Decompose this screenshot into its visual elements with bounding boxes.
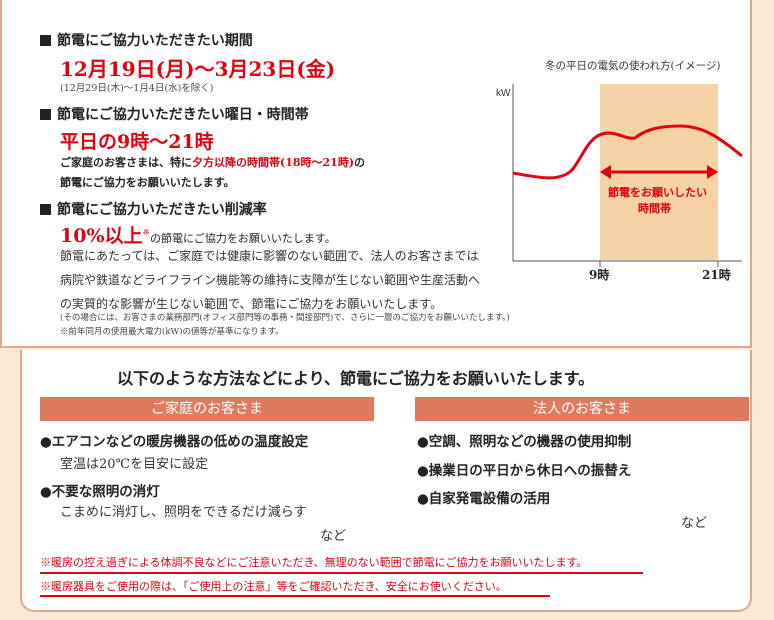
home-item-2: ●不要な照明の消灯 [40,484,160,500]
home-item-2-sub: こまめに消灯し、照明をできるだけ減らす [60,505,307,520]
chart-tick-21-label: 21時 [702,268,731,282]
corp-banner: 法人のお客さま [415,397,749,421]
chart-highlight-label-2: 時間帯 [638,202,671,215]
hours-desc-line2: 節電にご協力をお願いいたします。 [60,176,235,189]
hours-heading: 節電にご協力いただきたい曜日・時間帯 [40,104,309,124]
caution-note-2: ※暖房器具をご使用の際は、「ご使用上の注意」等をご確認いただき、安全にお使いくだ… [40,580,507,593]
chart-tick-9-label: 9時 [589,268,610,282]
reduction-mark: ※ [142,228,151,239]
caution-underline-2 [40,595,550,597]
period-heading-text: 節電にご協力いただきたい期間 [57,33,253,49]
reduction-body: 節電にあたっては、ご家庭では健康に影響のない範囲で、法人のお客さまでは病院や鉄道… [60,249,481,311]
hours-value: 平日の9時～21時 [60,131,214,153]
chart-ylabel: kW [496,88,511,99]
period-note: (12月29日(木)～1月4日(水)を除く) [60,83,214,94]
hours-heading-text: 節電にご協力いただきたい曜日・時間帯 [57,107,309,123]
caution-note-1: ※暖房の控え過ぎによる体調不良などにご注意いただき、無理のない範囲で節電にご協力… [40,556,588,569]
square-bullet-icon [40,204,51,215]
reduction-value: 10%以上 [60,225,143,247]
hours-desc-b: の [354,156,366,169]
period-dates: 12月19日(月)～3月23日(金) [60,57,336,81]
corp-item-1: ●空調、照明などの機器の使用抑制 [417,434,632,450]
usage-line [512,124,743,180]
square-bullet-icon [40,35,51,46]
reduction-heading-text: 節電にご協力いただきたい削減率 [57,202,267,218]
highlight-arrow [600,165,718,179]
hours-desc-a: ご家庭のお客さまは、特に [60,156,192,169]
bottom-panel [20,350,752,612]
reduction-line: 10%以上※の節電にご協力をお願いいたします。 [60,221,336,248]
caution-underline-1 [40,572,643,574]
corp-item-2: ●操業日の平日から休日への振替え [417,463,632,479]
reduction-heading: 節電にご協力いただきたい削減率 [40,199,267,219]
period-heading: 節電にご協力いただきたい期間 [40,30,253,50]
home-item-1-sub: 室温は20℃を目安に設定 [60,457,209,472]
chart-highlight-label-1: 節電をお願いしたい [608,186,707,199]
home-etc: など [320,529,347,544]
corp-etc: など [681,516,708,531]
reduction-paren-note: (その場合には、お客さまの業務部門(オフィス部門等の事務・間接部門)で、さらに一… [60,313,510,323]
reduction-asterisk-note: ※前年同月の使用最大電力(kW)の値等が基準になります。 [60,327,284,337]
bottom-lead: 以下のような方法などにより、節電にご協力をお願いいたします。 [117,369,595,388]
chart-title: 冬の平日の電気の使われ方(イメージ) [545,60,721,72]
hours-desc: ご家庭のお客さまは、特に夕方以降の時間帯(18時～21時)の [60,154,365,170]
home-item-1: ●エアコンなどの暖房機器の低めの温度設定 [40,434,309,450]
hours-desc-highlight: 夕方以降の時間帯(18時～21時) [192,156,355,169]
corp-item-3: ●自家発電設備の活用 [417,491,551,507]
reduction-suffix: の節電にご協力をお願いいたします。 [150,232,336,245]
usage-chart [512,84,743,267]
home-banner: ご家庭のお客さま [40,397,374,421]
square-bullet-icon [40,109,51,120]
